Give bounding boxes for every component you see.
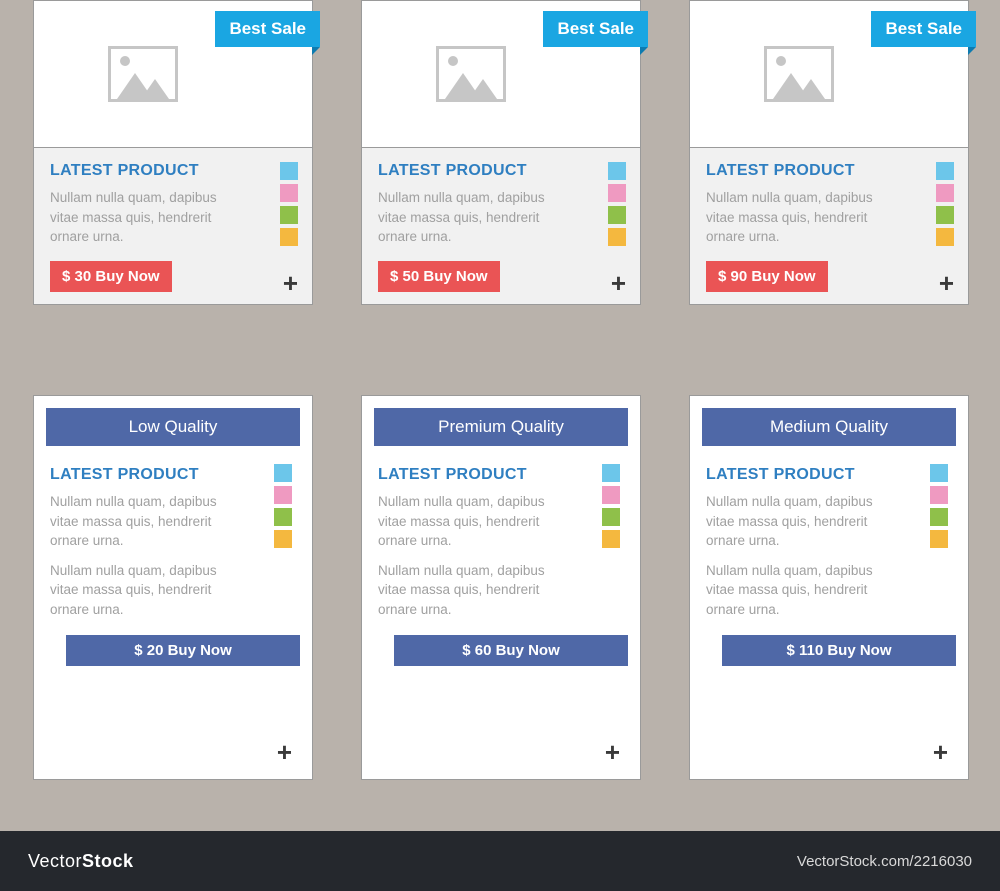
color-swatches — [274, 464, 292, 548]
buy-now-button[interactable]: $ 90 Buy Now — [706, 261, 828, 292]
product-card: Premium Quality LATEST PRODUCT Nullam nu… — [361, 395, 641, 780]
product-description: Nullam nulla quam, dapibus vitae massa q… — [50, 188, 235, 247]
product-description: Nullam nulla quam, dapibus vitae massa q… — [50, 492, 235, 551]
color-swatch[interactable] — [274, 464, 292, 482]
footer-brand-bold: Stock — [82, 851, 134, 871]
buy-now-button[interactable]: $ 110 Buy Now — [722, 635, 956, 666]
expand-plus-icon[interactable]: + — [939, 270, 954, 296]
product-image-area: Best Sale — [690, 1, 968, 148]
product-title: LATEST PRODUCT — [706, 162, 952, 180]
product-title: LATEST PRODUCT — [50, 162, 296, 180]
color-swatch[interactable] — [274, 530, 292, 548]
quality-header: Low Quality — [46, 408, 300, 446]
quality-header: Premium Quality — [374, 408, 628, 446]
product-info: LATEST PRODUCT Nullam nulla quam, dapibu… — [34, 148, 312, 304]
buy-now-button[interactable]: $ 60 Buy Now — [394, 635, 628, 666]
best-sale-ribbon: Best Sale — [543, 11, 648, 47]
image-placeholder-icon — [108, 46, 178, 102]
footer: VectorStock VectorStock.com/2216030 — [0, 831, 1000, 891]
color-swatches — [280, 162, 298, 246]
color-swatches — [602, 464, 620, 548]
color-swatch[interactable] — [602, 530, 620, 548]
product-description: Nullam nulla quam, dapibus vitae massa q… — [706, 492, 891, 551]
footer-brand: VectorStock — [28, 851, 134, 872]
product-image-area: Best Sale — [34, 1, 312, 148]
color-swatch[interactable] — [280, 162, 298, 180]
color-swatch[interactable] — [930, 486, 948, 504]
color-swatch[interactable] — [930, 508, 948, 526]
color-swatches — [936, 162, 954, 246]
quality-header: Medium Quality — [702, 408, 956, 446]
buy-now-button[interactable]: $ 50 Buy Now — [378, 261, 500, 292]
product-card: Best Sale LATEST PRODUCT Nullam nulla qu… — [361, 0, 641, 305]
product-card: Low Quality LATEST PRODUCT Nullam nulla … — [33, 395, 313, 780]
color-swatch[interactable] — [936, 184, 954, 202]
best-sale-ribbon: Best Sale — [215, 11, 320, 47]
color-swatches — [930, 464, 948, 548]
color-swatch[interactable] — [930, 530, 948, 548]
color-swatch[interactable] — [608, 162, 626, 180]
color-swatch[interactable] — [280, 228, 298, 246]
color-swatch[interactable] — [280, 184, 298, 202]
product-description: Nullam nulla quam, dapibus vitae massa q… — [50, 561, 235, 620]
product-title: LATEST PRODUCT — [706, 466, 956, 484]
color-swatch[interactable] — [608, 206, 626, 224]
expand-plus-icon[interactable]: + — [933, 739, 948, 765]
product-description: Nullam nulla quam, dapibus vitae massa q… — [378, 561, 563, 620]
footer-brand-light: Vector — [28, 851, 82, 871]
color-swatch[interactable] — [602, 486, 620, 504]
product-info: LATEST PRODUCT Nullam nulla quam, dapibu… — [362, 148, 640, 304]
product-description: Nullam nulla quam, dapibus vitae massa q… — [706, 561, 891, 620]
expand-plus-icon[interactable]: + — [277, 739, 292, 765]
color-swatch[interactable] — [936, 162, 954, 180]
image-placeholder-icon — [764, 46, 834, 102]
buy-now-button[interactable]: $ 30 Buy Now — [50, 261, 172, 292]
expand-plus-icon[interactable]: + — [611, 270, 626, 296]
buy-now-button[interactable]: $ 20 Buy Now — [66, 635, 300, 666]
product-info: LATEST PRODUCT Nullam nulla quam, dapibu… — [690, 148, 968, 304]
color-swatch[interactable] — [602, 464, 620, 482]
product-card: Best Sale LATEST PRODUCT Nullam nulla qu… — [33, 0, 313, 305]
product-description: Nullam nulla quam, dapibus vitae massa q… — [378, 188, 563, 247]
color-swatch[interactable] — [608, 228, 626, 246]
color-swatch[interactable] — [274, 508, 292, 526]
color-swatch[interactable] — [608, 184, 626, 202]
footer-url: VectorStock.com/2216030 — [797, 853, 972, 870]
product-title: LATEST PRODUCT — [378, 466, 628, 484]
product-description: Nullam nulla quam, dapibus vitae massa q… — [378, 492, 563, 551]
expand-plus-icon[interactable]: + — [605, 739, 620, 765]
product-card: Medium Quality LATEST PRODUCT Nullam nul… — [689, 395, 969, 780]
color-swatch[interactable] — [280, 206, 298, 224]
color-swatch[interactable] — [936, 228, 954, 246]
color-swatch[interactable] — [274, 486, 292, 504]
product-title: LATEST PRODUCT — [50, 466, 300, 484]
color-swatches — [608, 162, 626, 246]
color-swatch[interactable] — [936, 206, 954, 224]
image-placeholder-icon — [436, 46, 506, 102]
product-card: Best Sale LATEST PRODUCT Nullam nulla qu… — [689, 0, 969, 305]
product-image-area: Best Sale — [362, 1, 640, 148]
best-sale-ribbon: Best Sale — [871, 11, 976, 47]
color-swatch[interactable] — [930, 464, 948, 482]
product-description: Nullam nulla quam, dapibus vitae massa q… — [706, 188, 891, 247]
color-swatch[interactable] — [602, 508, 620, 526]
product-title: LATEST PRODUCT — [378, 162, 624, 180]
expand-plus-icon[interactable]: + — [283, 270, 298, 296]
